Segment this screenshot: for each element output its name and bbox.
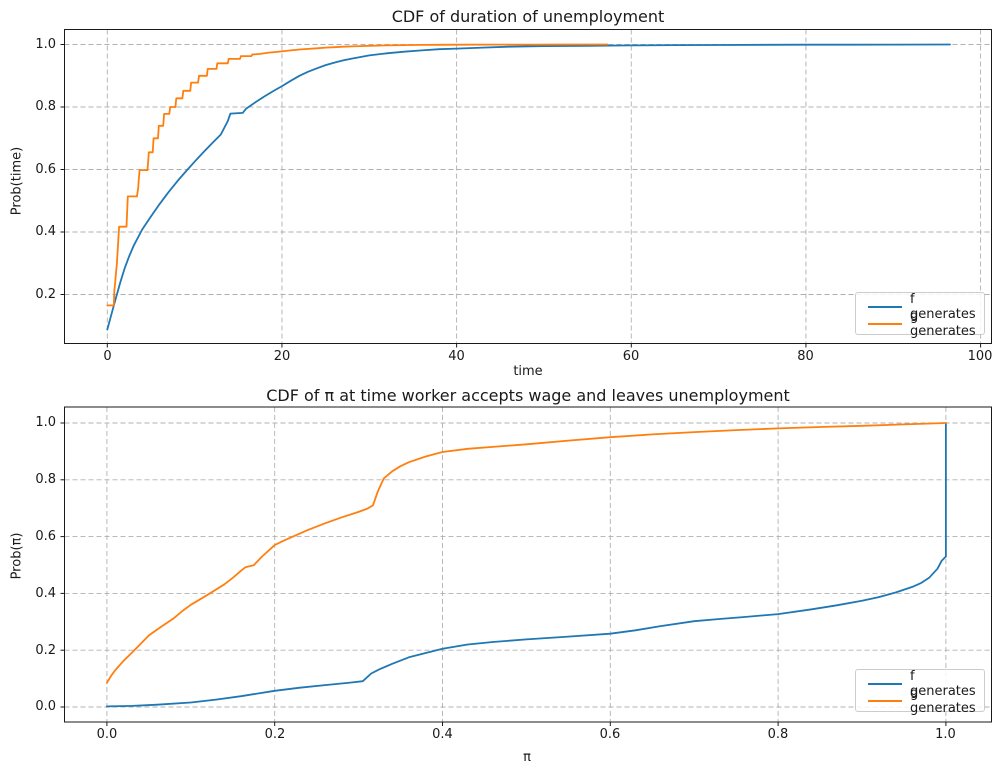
legend-entry: f generates	[868, 292, 976, 322]
f-line-swatch	[868, 305, 902, 308]
legend-entry: f generates	[868, 669, 976, 699]
top-x-tick-label: 40	[448, 349, 465, 364]
top-y-tick-label: 0.4	[35, 224, 56, 239]
series-line-g-generates	[106, 422, 947, 684]
top-legend: f generates g generates	[855, 292, 985, 339]
axes-frame	[64, 29, 992, 344]
top-x-tick-label: 20	[273, 349, 291, 364]
g-line-swatch	[868, 322, 902, 325]
legend-entry: g generates	[868, 309, 976, 339]
axes-bottom	[60, 406, 992, 726]
top-x-tick-label: 0	[103, 349, 112, 364]
top-y-tick-label: 0.2	[35, 286, 56, 302]
bottom-x-tick-label: 0.6	[599, 727, 621, 742]
bottom-y-tick-label: 0.2	[35, 642, 56, 658]
top-x-tick-label: 60	[622, 349, 640, 364]
axes-frame	[64, 406, 992, 723]
top-chart-title: CDF of duration of unemployment	[391, 7, 665, 26]
f-line-swatch	[868, 682, 902, 685]
legend-label: g generates	[910, 685, 976, 716]
bottom-y-tick-label: 0.6	[35, 528, 56, 544]
legend-label: g generates	[910, 308, 976, 339]
series-line-f-generates	[106, 43, 951, 331]
top-y-axis-label: Prob(time)	[9, 146, 25, 216]
bottom-x-axis-label: π	[523, 750, 531, 765]
bottom-x-tick-label: 0.0	[96, 727, 118, 742]
bottom-y-tick-label: 0.4	[35, 585, 56, 601]
top-x-tick-label: 80	[797, 349, 814, 364]
top-y-tick-label: 1.0	[35, 36, 56, 52]
top-y-tick-label: 0.8	[35, 99, 56, 114]
bottom-x-tick-label: 0.4	[432, 727, 453, 742]
bottom-y-tick-label: 1.0	[35, 415, 56, 430]
top-x-tick-label: 100	[967, 349, 993, 364]
top-x-axis-label: time	[513, 364, 543, 379]
series-line-f-generates	[106, 422, 947, 708]
legend-label: f generates	[910, 291, 976, 322]
bottom-legend: f generates g generates	[855, 669, 985, 716]
bottom-x-tick-label: 0.2	[264, 727, 286, 742]
g-line-swatch	[868, 699, 902, 702]
top-y-tick-label: 0.6	[35, 161, 56, 177]
bottom-y-tick-label: 0.8	[35, 472, 56, 487]
bottom-x-tick-label: 1.0	[935, 727, 956, 742]
legend-label: f generates	[910, 668, 976, 699]
series-line-g-generates	[106, 43, 609, 307]
bottom-y-tick-label: 0.0	[35, 699, 56, 714]
bottom-chart-title: CDF of π at time worker accepts wage and…	[266, 386, 790, 405]
bottom-x-tick-label: 0.8	[767, 727, 789, 742]
axes-top	[60, 29, 992, 348]
legend-entry: g generates	[868, 686, 976, 716]
